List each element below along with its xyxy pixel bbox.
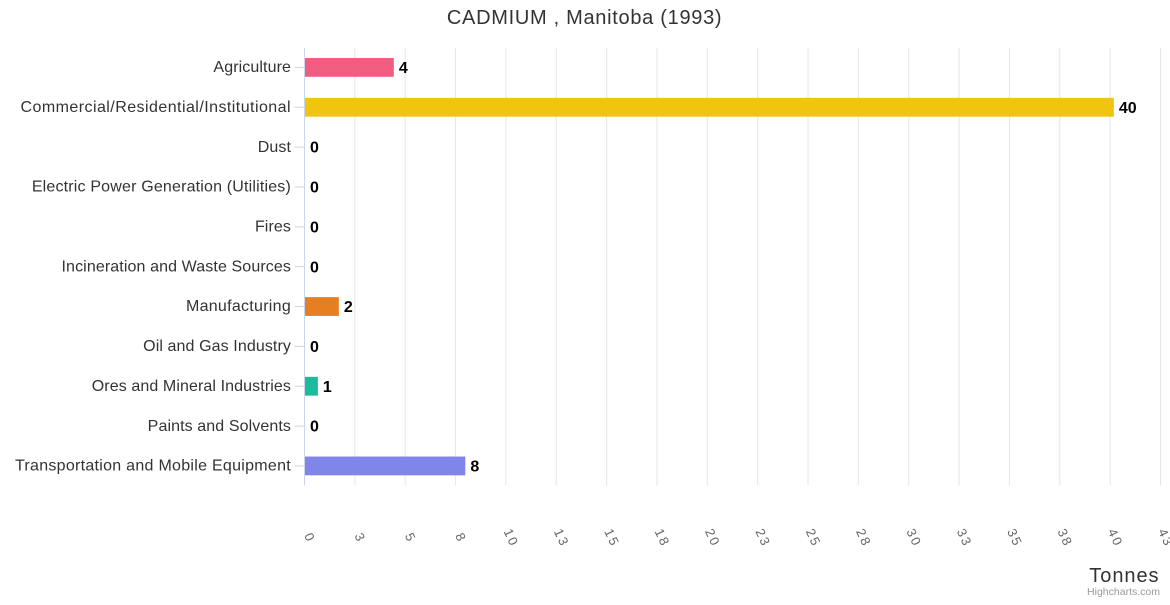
svg-text:15: 15 bbox=[601, 526, 623, 549]
svg-text:28: 28 bbox=[853, 526, 875, 549]
svg-text:1: 1 bbox=[323, 379, 332, 396]
svg-text:Oil and Gas Industry: Oil and Gas Industry bbox=[143, 338, 291, 355]
svg-text:Electric Power Generation (Uti: Electric Power Generation (Utilities) bbox=[32, 179, 291, 196]
svg-text:18: 18 bbox=[652, 526, 674, 549]
svg-text:Highcharts.com: Highcharts.com bbox=[1087, 586, 1160, 598]
svg-text:0: 0 bbox=[310, 339, 319, 356]
svg-text:Fires: Fires bbox=[255, 219, 291, 236]
svg-text:0: 0 bbox=[310, 180, 319, 197]
svg-text:30: 30 bbox=[903, 526, 925, 549]
svg-text:10: 10 bbox=[501, 526, 523, 549]
svg-text:25: 25 bbox=[803, 526, 825, 549]
svg-text:Paints and Solvents: Paints and Solvents bbox=[148, 418, 291, 435]
svg-text:38: 38 bbox=[1054, 526, 1076, 549]
svg-text:0: 0 bbox=[310, 419, 319, 436]
svg-text:20: 20 bbox=[702, 526, 724, 549]
svg-text:Ores and Mineral Industries: Ores and Mineral Industries bbox=[92, 378, 291, 395]
svg-text:0: 0 bbox=[310, 219, 319, 236]
svg-text:33: 33 bbox=[954, 526, 976, 549]
svg-text:Transportation and Mobile Equi: Transportation and Mobile Equipment bbox=[15, 458, 291, 475]
svg-text:Commercial/Residential/Institu: Commercial/Residential/Institutional bbox=[20, 99, 291, 116]
svg-text:Manufacturing: Manufacturing bbox=[186, 298, 291, 315]
svg-text:13: 13 bbox=[551, 526, 573, 549]
svg-text:35: 35 bbox=[1004, 526, 1026, 549]
svg-text:0: 0 bbox=[310, 259, 319, 276]
svg-text:40: 40 bbox=[1119, 100, 1137, 117]
svg-text:Agriculture: Agriculture bbox=[213, 59, 291, 76]
svg-text:CADMIUM , Manitoba (1993): CADMIUM , Manitoba (1993) bbox=[447, 7, 722, 29]
svg-text:Incineration and Waste Sources: Incineration and Waste Sources bbox=[62, 258, 292, 275]
svg-text:0: 0 bbox=[310, 140, 319, 157]
svg-text:Tonnes: Tonnes bbox=[1089, 565, 1159, 587]
svg-text:40: 40 bbox=[1105, 526, 1127, 549]
svg-text:4: 4 bbox=[399, 60, 408, 77]
svg-text:Dust: Dust bbox=[258, 139, 292, 156]
svg-text:2: 2 bbox=[344, 299, 353, 316]
svg-text:8: 8 bbox=[470, 459, 479, 476]
svg-text:23: 23 bbox=[752, 526, 774, 549]
